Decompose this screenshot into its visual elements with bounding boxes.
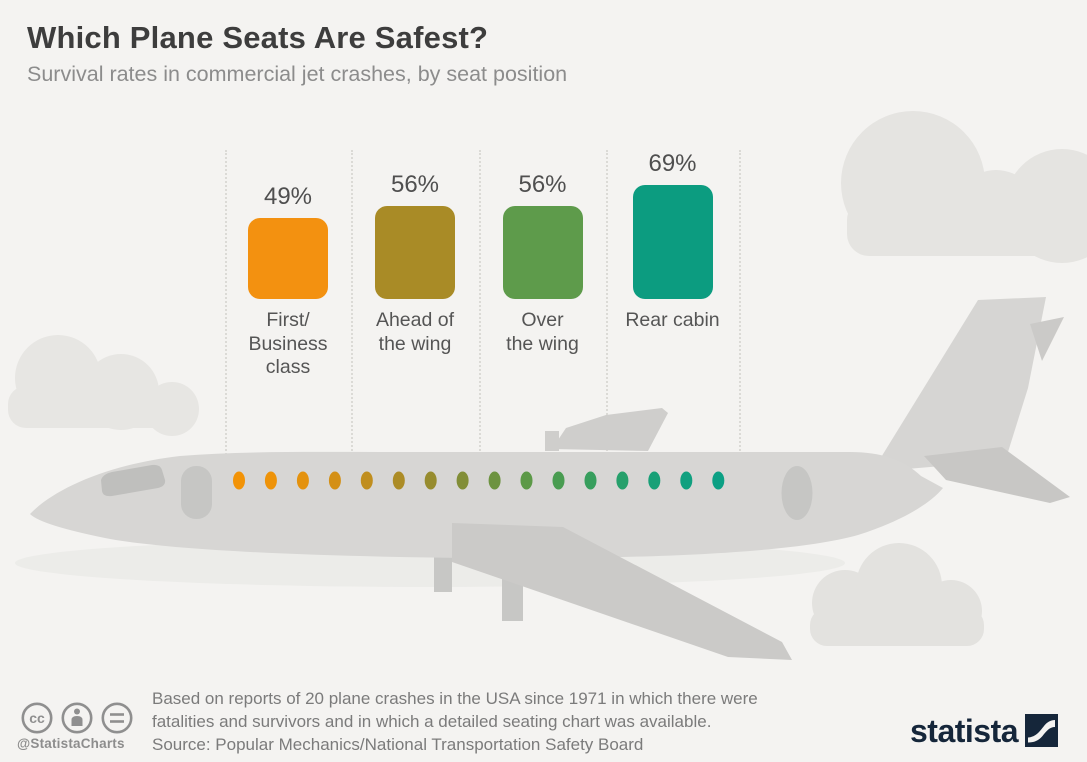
page-title: Which Plane Seats Are Safest?: [27, 20, 489, 55]
bar-value-label: 49%: [263, 183, 313, 210]
column-divider: [225, 150, 227, 462]
bar-value-label: 56%: [518, 171, 567, 198]
statista-logo-icon: [1025, 714, 1059, 747]
bar-category-label: First/Business class: [248, 309, 328, 378]
bar: [375, 206, 455, 299]
page-subtitle: Survival rates in commercial jet crashes…: [27, 62, 568, 86]
creative-commons-license: cc: [21, 702, 133, 734]
bar-value-label: 69%: [648, 150, 697, 177]
svg-text:cc: cc: [29, 710, 45, 726]
footnote-line: Based on reports of 20 plane crashes in …: [152, 689, 758, 708]
bar-value-label: 56%: [390, 171, 440, 198]
source-line: Source: Popular Mechanics/National Trans…: [152, 735, 644, 754]
statista-logo[interactable]: statista: [910, 713, 1059, 749]
footnote: Based on reports of 20 plane crashes in …: [152, 687, 758, 733]
column-divider: [739, 150, 741, 462]
equals-icon: [101, 702, 133, 734]
footnote-line: fatalities and survivors and in which a …: [152, 712, 712, 731]
landing-gear: [434, 528, 452, 592]
main-wing: [452, 523, 792, 660]
cc-icon: cc: [21, 702, 53, 734]
statista-charts-handle[interactable]: @StatistaCharts: [17, 736, 125, 751]
column-divider: [606, 150, 608, 462]
landing-gear: [502, 551, 523, 621]
cloud: [810, 543, 984, 646]
bar-category-label: Ahead of the wing: [375, 309, 455, 355]
bar: [632, 185, 713, 299]
bar: [248, 218, 328, 299]
column-divider: [351, 150, 353, 462]
statista-wordmark: statista: [910, 713, 1019, 749]
bar-chart: 49% First/Business class 56% Ahead of the win…: [225, 150, 741, 462]
bar-category-label: Over the wing: [506, 309, 579, 355]
plane-belly-shadow: [15, 539, 845, 587]
bar-category-label: Rear cabin: [625, 309, 720, 331]
bar: [502, 206, 583, 299]
attribution-icon: [61, 702, 93, 734]
column-divider: [479, 150, 481, 462]
